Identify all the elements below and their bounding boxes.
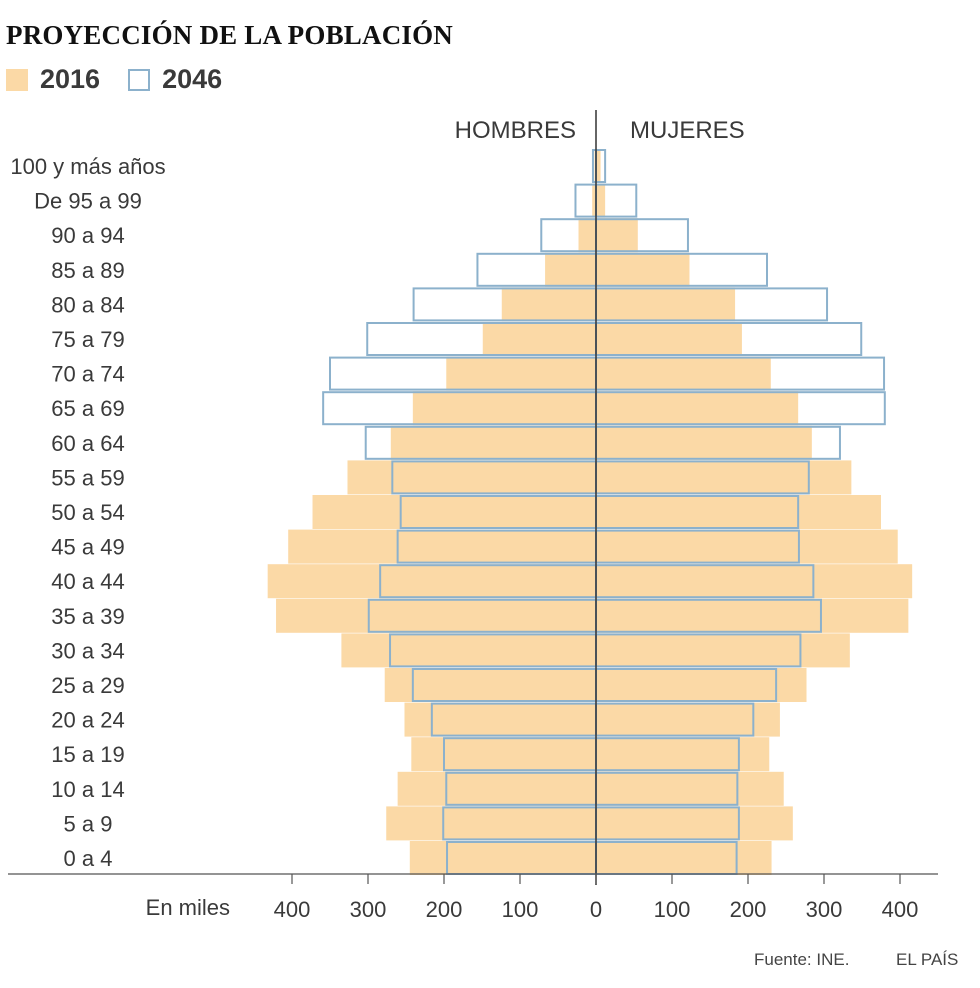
legend-swatch-2046: [128, 68, 151, 91]
category-label: 35 a 39: [51, 604, 124, 629]
x-tick-label: 400: [882, 897, 919, 922]
bar-2016-hombres: [267, 564, 596, 599]
bar-2016-hombres: [288, 529, 596, 564]
category-label: 90 a 94: [51, 223, 124, 248]
category-label: 100 y más años: [10, 154, 165, 179]
category-label: 0 a 4: [64, 846, 113, 871]
bar-2016-mujeres: [596, 460, 852, 495]
category-label: 30 a 34: [51, 638, 124, 663]
category-label: De 95 a 99: [34, 189, 142, 214]
bar-2016-mujeres: [596, 183, 606, 218]
category-label: 75 a 79: [51, 327, 124, 352]
x-tick-label: 300: [806, 897, 843, 922]
bar-2016-hombres: [276, 598, 596, 633]
x-tick-label: 200: [426, 897, 463, 922]
side-label-mujeres: MUJERES: [630, 117, 745, 144]
category-label: 60 a 64: [51, 431, 124, 456]
legend: 2016 2046: [6, 64, 250, 95]
brand-note: EL PAÍS: [896, 950, 959, 969]
x-axis-label: En miles: [146, 895, 230, 920]
bar-2016-mujeres: [596, 841, 772, 875]
source-note: Fuente: INE.: [754, 950, 850, 969]
bar-2016-mujeres: [596, 702, 780, 737]
bar-2016-hombres: [347, 460, 596, 495]
legend-swatch-2016: [6, 68, 28, 91]
bar-2016-hombres: [412, 391, 596, 426]
bar-2016-hombres: [312, 495, 596, 529]
x-tick-label: 0: [590, 897, 602, 922]
bar-2016-mujeres: [596, 598, 909, 633]
bar-2016-hombres: [482, 322, 596, 356]
bar-2016-mujeres: [596, 391, 799, 426]
category-label: 40 a 44: [51, 569, 124, 594]
bar-2016-hombres: [397, 771, 596, 806]
category-label: 5 a 9: [64, 811, 113, 836]
bar-2016-mujeres: [596, 564, 913, 599]
bar-2016-hombres: [404, 702, 596, 737]
category-label: 70 a 74: [51, 362, 124, 387]
bar-2016-mujeres: [596, 218, 638, 253]
x-tick-label: 300: [350, 897, 387, 922]
bar-2016-hombres: [446, 356, 596, 391]
category-label: 20 a 24: [51, 708, 124, 733]
x-tick-label: 200: [730, 897, 767, 922]
bar-2016-mujeres: [596, 495, 881, 529]
bar-2016-hombres: [592, 183, 596, 218]
bar-2016-hombres: [411, 737, 596, 772]
bar-2016-mujeres: [596, 322, 742, 356]
bar-2016-mujeres: [596, 149, 601, 183]
category-label: 55 a 59: [51, 465, 124, 490]
bar-2016-mujeres: [596, 425, 812, 460]
bar-2016-mujeres: [596, 806, 793, 841]
category-label: 25 a 29: [51, 673, 124, 698]
bar-2016-hombres: [545, 252, 596, 287]
bar-2016-hombres: [341, 633, 596, 668]
legend-item-2046: 2046: [128, 64, 222, 95]
bar-2016-mujeres: [596, 252, 690, 287]
bar-2016-hombres: [386, 806, 596, 841]
category-label: 10 a 14: [51, 777, 124, 802]
x-tick-label: 100: [654, 897, 691, 922]
category-label: 45 a 49: [51, 535, 124, 560]
bar-2016-mujeres: [596, 529, 898, 564]
category-label: 50 a 54: [51, 500, 124, 525]
category-label: 80 a 84: [51, 292, 124, 317]
category-label: 65 a 69: [51, 396, 124, 421]
bar-2016-mujeres: [596, 287, 736, 322]
bar-2016-hombres: [409, 841, 596, 875]
chart-title: PROYECCIÓN DE LA POBLACIÓN: [6, 20, 453, 50]
bar-2016-hombres: [578, 218, 596, 253]
x-tick-label: 100: [502, 897, 539, 922]
bar-2016-hombres: [384, 668, 596, 702]
bar-2016-mujeres: [596, 633, 850, 668]
bar-2016-mujeres: [596, 356, 771, 391]
bar-2016-mujeres: [596, 737, 770, 772]
x-tick-label: 400: [274, 897, 311, 922]
bar-2016-mujeres: [596, 771, 784, 806]
bar-2016-mujeres: [596, 668, 807, 702]
legend-item-2016: 2016: [6, 64, 100, 95]
bar-2016-hombres: [390, 425, 596, 460]
legend-label-2016: 2016: [40, 64, 101, 94]
bar-2016-hombres: [501, 287, 596, 322]
legend-label-2046: 2046: [162, 64, 223, 94]
category-label: 15 a 19: [51, 742, 124, 767]
category-label: 85 a 89: [51, 258, 124, 283]
side-label-hombres: HOMBRES: [455, 117, 576, 144]
